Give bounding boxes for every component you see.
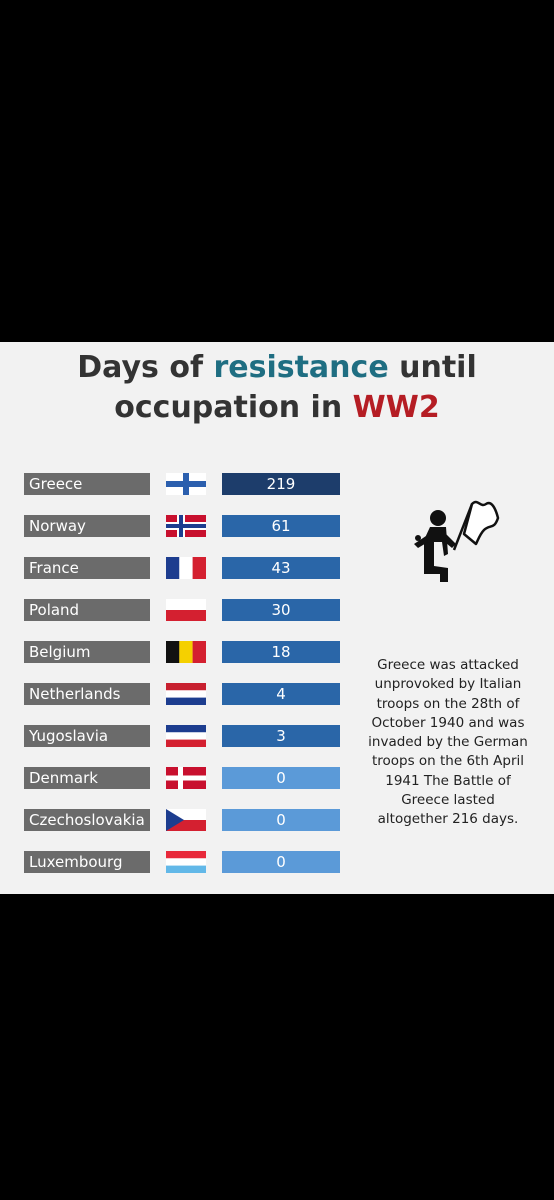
country-row: Netherlands 4 [0,682,554,706]
poland-flag-icon [166,599,206,621]
chart-title: Days of resistance until occupation in W… [0,348,554,428]
title-word-occupation: occupation in [114,390,343,425]
country-row: Belgium 18 [0,640,554,664]
norway-flag-icon [166,515,206,537]
days-value: 61 [222,515,340,537]
days-value: 0 [222,851,340,873]
country-row: Poland 30 [0,598,554,622]
title-word-ww2: WW2 [352,390,440,425]
greece-flag-icon [166,473,206,495]
days-value: 18 [222,641,340,663]
days-value: 0 [222,767,340,789]
days-value: 30 [222,599,340,621]
title-word-resistance: resistance [213,350,389,385]
country-label: Luxembourg [24,851,150,873]
days-value: 219 [222,473,340,495]
belgium-flag-icon [166,641,206,663]
title-line-1: Days of resistance until [0,348,554,388]
czechoslovakia-flag-icon [166,809,206,831]
surrender-figure-icon [414,500,500,582]
france-flag-icon [166,557,206,579]
country-label: Greece [24,473,150,495]
country-label: Norway [24,515,150,537]
days-value: 3 [222,725,340,747]
country-row: Luxembourg 0 [0,850,554,874]
infographic-card: Days of resistance until occupation in W… [0,342,554,894]
country-label: Czechoslovakia [24,809,150,831]
country-label: Poland [24,599,150,621]
netherlands-flag-icon [166,683,206,705]
days-value: 43 [222,557,340,579]
days-value: 4 [222,683,340,705]
luxembourg-flag-icon [166,851,206,873]
title-line-2: occupation in WW2 [0,388,554,428]
country-label: Netherlands [24,683,150,705]
country-row: France 43 [0,556,554,580]
country-row: Denmark 0 [0,766,554,790]
title-word-days: Days of [77,350,203,385]
greece-note: Greece was attacked unprovoked by Italia… [368,657,528,828]
title-word-until: until [399,350,477,385]
country-row: Greece 219 [0,472,554,496]
country-label: Belgium [24,641,150,663]
denmark-flag-icon [166,767,206,789]
country-label: Denmark [24,767,150,789]
country-label: France [24,557,150,579]
country-row: Czechoslovakia 0 [0,808,554,832]
days-value: 0 [222,809,340,831]
country-row: Norway 61 [0,514,554,538]
country-label: Yugoslavia [24,725,150,747]
country-row: Yugoslavia 3 [0,724,554,748]
yugoslavia-flag-icon [166,725,206,747]
